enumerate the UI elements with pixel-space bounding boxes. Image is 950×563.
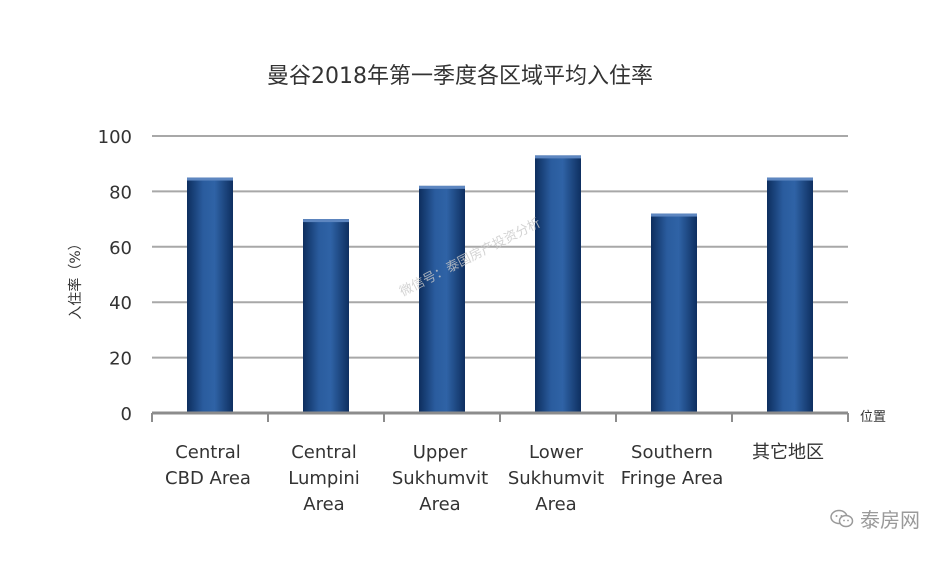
bar: [767, 177, 813, 413]
y-tick-labels: 0 20 40 60 80 100: [98, 127, 132, 425]
brand-name: 泰房网: [860, 508, 920, 532]
grid-lines: [152, 135, 848, 359]
x-tick-label: 其它地区: [752, 442, 824, 463]
bar-cap: [303, 219, 349, 223]
bar: [187, 177, 233, 413]
bar-cap: [419, 185, 465, 189]
bar: [419, 185, 465, 413]
bar-cap: [187, 177, 233, 181]
x-axis-label: 位置: [860, 410, 886, 425]
bar: [303, 219, 349, 413]
y-axis-label: 入住率（%）: [67, 236, 84, 319]
x-tick-labels: Central CBD Area Central Lumpini Area Upper Su…: [165, 442, 824, 515]
bars: [187, 155, 813, 413]
y-tick-label: 40: [109, 293, 132, 314]
y-tick-label: 20: [109, 349, 132, 370]
chart-title: 曼谷2018年第一季度各区域平均入住率: [267, 64, 653, 89]
bar-cap: [767, 177, 813, 181]
x-tick-label: Lower Sukhumvit Area: [508, 442, 604, 515]
bar-cap: [535, 155, 581, 159]
x-tick-label: Central CBD Area: [165, 442, 251, 489]
y-tick-label: 80: [109, 182, 132, 203]
y-tick-label: 100: [98, 127, 132, 148]
y-tick-label: 0: [121, 404, 132, 425]
bar: [651, 213, 697, 413]
bar-cap: [651, 213, 697, 217]
brand-watermark: 泰房网: [830, 504, 920, 533]
x-tick-label: Central Lumpini Area: [288, 442, 360, 515]
x-tick-label: Southern Fringe Area: [621, 442, 724, 489]
x-axis: [151, 411, 849, 422]
bar: [535, 155, 581, 413]
wechat-icon: [830, 509, 854, 527]
x-tick-label: Upper Sukhumvit Area: [392, 442, 488, 515]
y-tick-label: 60: [109, 238, 132, 259]
